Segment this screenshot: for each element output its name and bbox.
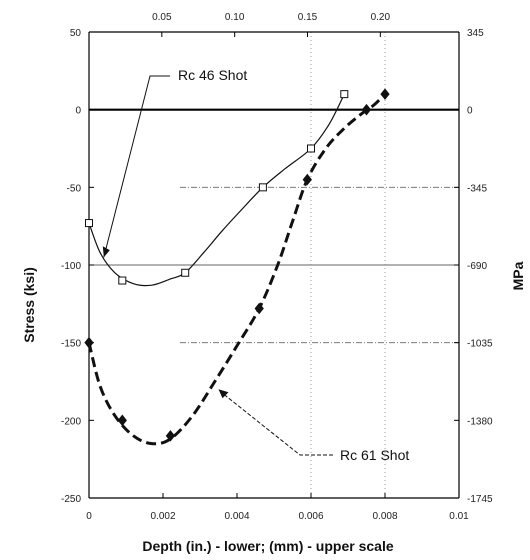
y-tick-label: 50 [70,28,82,39]
x-tick-label: 0.008 [372,511,397,522]
data-point-rc46 [118,276,127,285]
x-tick-label: 0.004 [224,511,249,522]
y2-tick-label: 0 [467,106,473,117]
axes [88,31,460,499]
x2-tick-label: 0.15 [298,12,318,23]
data-point-rc61 [165,430,176,442]
data-point-rc46 [258,183,267,192]
series-line-rc61 [87,93,387,446]
y2-tick-label: -345 [467,183,487,194]
annotation-rc61-arrowhead [218,389,229,399]
x-axis-title: Depth (in.) - lower; (mm) - upper scale [142,538,393,554]
series-line-rc46 [88,93,345,287]
x2-tick-label: 0.05 [152,12,172,23]
data-point-rc61 [117,414,127,427]
y2-tick-label: -1380 [467,416,493,427]
y-tick-label: -100 [61,261,81,272]
annotation-rc46-arrowhead [102,246,110,258]
y-axis-title: Stress (ksi) [21,267,37,342]
y-tick-label: -200 [61,416,81,427]
data-point-rc46 [340,90,349,99]
x-tick-label: 0.006 [298,511,323,522]
gridlines [89,32,459,498]
x2-tick-label: 0.20 [371,12,391,23]
y2-tick-label: -1745 [467,494,493,505]
annotation-rc61-label: Rc 61 Shot [340,447,409,463]
y2-tick-label: 345 [467,28,484,39]
annotation-rc61-leader [222,392,333,456]
annotation-rc46-label: Rc 46 Shot [178,67,247,83]
data-point-rc46 [181,268,190,277]
y2-axis-title: MPa [510,261,526,290]
x-tick-label: 0.01 [449,511,469,522]
data-point-rc46 [85,219,93,228]
data-point-rc61 [361,103,372,116]
y-tick-label: 0 [75,106,81,117]
data-point-rc61 [380,88,390,100]
y-tick-label: -50 [67,183,82,194]
annotations: Rc 46 Shot Rc 61 Shot [102,67,409,463]
data-point-rc61 [254,302,264,315]
annotation-rc46-leader [103,75,170,258]
y-tick-label: -250 [61,494,81,505]
data-point-rc46 [307,144,315,153]
x2-tick-label: 0.10 [225,12,245,23]
data-point-rc61 [84,336,94,349]
data-point-rc61 [302,173,312,186]
x-tick-label: 0 [86,511,92,522]
y2-tick-label: -690 [467,261,487,272]
x-tick-label: 0.002 [150,511,175,522]
data-series [84,88,390,446]
y2-tick-label: -1035 [467,339,493,350]
y-tick-label: -150 [61,339,81,350]
tick-labels: 50 0 -50 -100 -150 -200 -250 345 0 -345 -690 -1035 -… [61,12,493,522]
